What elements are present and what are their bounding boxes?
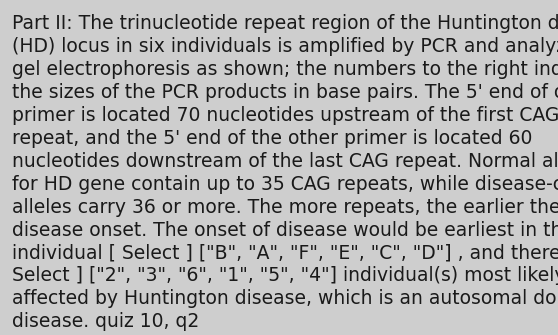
Text: repeat, and the 5' end of the other primer is located 60: repeat, and the 5' end of the other prim…	[12, 129, 533, 148]
Text: nucleotides downstream of the last CAG repeat. Normal alleles: nucleotides downstream of the last CAG r…	[12, 152, 558, 171]
Text: primer is located 70 nucleotides upstream of the first CAG: primer is located 70 nucleotides upstrea…	[12, 106, 558, 125]
Text: disease onset. The onset of disease would be earliest in the: disease onset. The onset of disease woul…	[12, 221, 558, 240]
Text: alleles carry 36 or more. The more repeats, the earlier the age of: alleles carry 36 or more. The more repea…	[12, 198, 558, 217]
Text: Part II: The trinucleotide repeat region of the Huntington disease: Part II: The trinucleotide repeat region…	[12, 14, 558, 33]
Text: disease. quiz 10, q2: disease. quiz 10, q2	[12, 313, 200, 331]
Text: (HD) locus in six individuals is amplified by PCR and analyzed by: (HD) locus in six individuals is amplifi…	[12, 37, 558, 56]
Text: the sizes of the PCR products in base pairs. The 5' end of one: the sizes of the PCR products in base pa…	[12, 83, 558, 102]
Text: gel electrophoresis as shown; the numbers to the right indicate: gel electrophoresis as shown; the number…	[12, 60, 558, 79]
Text: Select ] ["2", "3", "6", "1", "5", "4"] individual(s) most likely to be: Select ] ["2", "3", "6", "1", "5", "4"] …	[12, 267, 558, 285]
Text: affected by Huntington disease, which is an autosomal dominant: affected by Huntington disease, which is…	[12, 289, 558, 309]
Text: for HD gene contain up to 35 CAG repeats, while disease-causing: for HD gene contain up to 35 CAG repeats…	[12, 175, 558, 194]
Text: individual [ Select ] ["B", "A", "F", "E", "C", "D"] , and there are [: individual [ Select ] ["B", "A", "F", "E…	[12, 244, 558, 263]
